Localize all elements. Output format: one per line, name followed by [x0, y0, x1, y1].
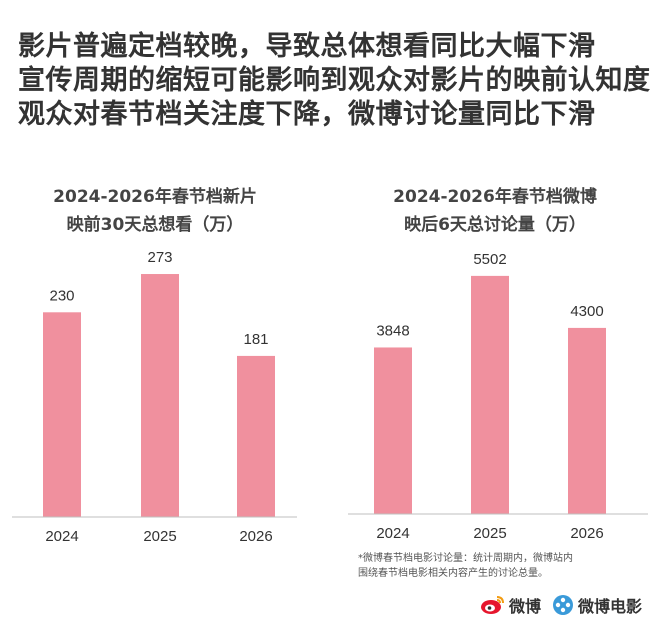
chart-1: 230 2024 273 2025 181 2026 [12, 249, 297, 545]
logo-row: 微博 微博电影 [480, 590, 652, 620]
chart-1-title: 2024-2026年春节档新片 映前30天总想看（万） [10, 183, 300, 239]
bar-2026 [237, 355, 275, 517]
weibo-logo-icon [481, 596, 504, 614]
weibo-logo-text: 微博 [509, 597, 542, 616]
chart-2-subtitle: 映后6天总讨论量（万） [404, 215, 586, 235]
weibo-movie-logo-text: 微博电影 [578, 597, 643, 616]
bar-value-label: 273 [147, 249, 172, 266]
headline-line-1: 影片普遍定档较晚，导致总体想看同比大幅下滑 [18, 31, 596, 62]
x-tick-label: 2025 [143, 528, 176, 545]
bar-value-label: 181 [243, 331, 268, 348]
bar-2026 [568, 327, 606, 514]
x-tick-label: 2026 [239, 528, 272, 545]
footnote-line-2: 围绕春节档电影相关内容产生的讨论总量。 [358, 568, 548, 579]
chart-2-title-line: 2024-2026年春节档微博 [393, 187, 597, 207]
x-tick-label: 2024 [376, 525, 409, 542]
chart-1-title-line: 2024-2026年春节档新片 [53, 187, 257, 207]
x-tick-label: 2024 [45, 528, 78, 545]
weibo-movie-logo-icon [553, 595, 574, 615]
bar-value-label: 5502 [473, 251, 506, 268]
bar-2025 [471, 275, 509, 514]
x-tick-label: 2025 [473, 525, 506, 542]
chart-2: 3848 2024 5502 2025 4300 2026 [348, 251, 648, 542]
bar-2025 [141, 274, 179, 517]
bar-value-label: 4300 [570, 303, 603, 320]
bar-value-label: 230 [49, 287, 74, 304]
headline-line-3: 观众对春节档关注度下降，微博讨论量同比下滑 [18, 99, 596, 130]
bar-value-label: 3848 [376, 322, 409, 339]
bar-2024 [374, 347, 412, 514]
x-tick-label: 2026 [570, 525, 603, 542]
chart-2-title: 2024-2026年春节档微博 映后6天总讨论量（万） [345, 183, 645, 239]
weibo-movie-logo: 微博电影 [551, 593, 642, 617]
chart-1-subtitle: 映前30天总想看（万） [66, 215, 244, 235]
headline-line-2: 宣传周期的缩短可能影响到观众对影片的映前认知度 [18, 65, 651, 96]
footnote-line-1: *微博春节档电影讨论量：统计周期内，微博站内 [358, 553, 573, 564]
bar-2024 [43, 312, 81, 517]
headline: 影片普遍定档较晚，导致总体想看同比大幅下滑 宣传周期的缩短可能影响到观众对影片的… [18, 30, 651, 132]
weibo-logo: 微博 [480, 593, 541, 617]
footnote: *微博春节档电影讨论量：统计周期内，微博站内 围绕春节档电影相关内容产生的讨论总… [358, 551, 648, 581]
